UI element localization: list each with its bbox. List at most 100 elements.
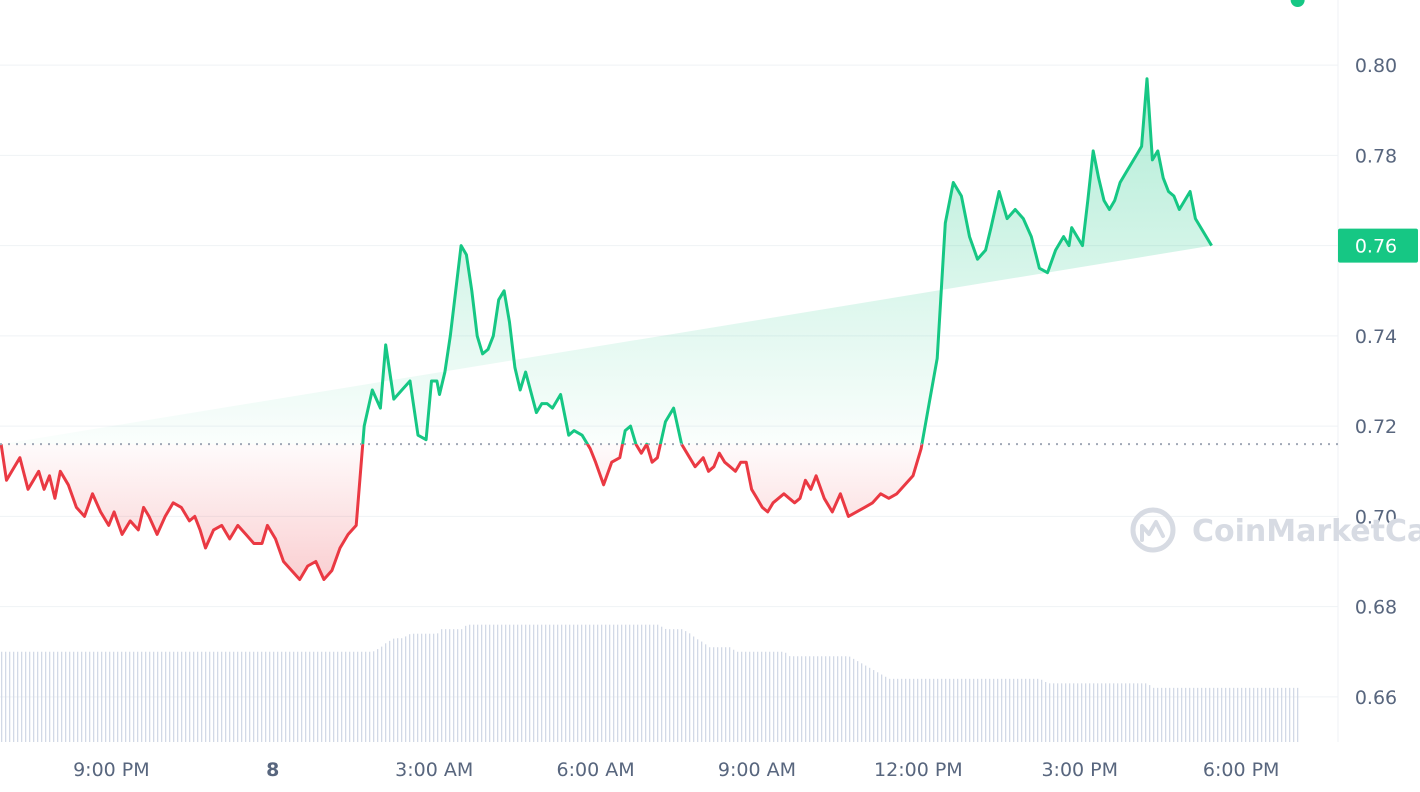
volume-bar (629, 624, 631, 742)
volume-bar (1013, 678, 1015, 742)
volume-bar (1137, 683, 1139, 742)
volume-bar (337, 651, 339, 742)
volume-bar (581, 624, 583, 742)
volume-bar (973, 678, 975, 742)
volume-bar (1021, 678, 1023, 742)
volume-bar (689, 633, 691, 742)
volume-bar (1097, 683, 1099, 742)
volume-bar (33, 651, 35, 742)
volume-bar (1073, 683, 1075, 742)
volume-bar (961, 678, 963, 742)
volume-bar (1185, 687, 1187, 742)
volume-bar (853, 658, 855, 742)
volume-bar (185, 651, 187, 742)
volume-bar (49, 651, 51, 742)
volume-bar (1165, 687, 1167, 742)
volume-bar (281, 651, 283, 742)
volume-bar (589, 624, 591, 742)
volume-bar (1241, 687, 1243, 742)
volume-bar (1133, 683, 1135, 742)
volume-bar (657, 624, 659, 742)
volume-bar (941, 678, 943, 742)
volume-bar (817, 656, 819, 742)
volume-bar (1269, 687, 1271, 742)
volume-bar (1129, 683, 1131, 742)
volume-bar (1081, 683, 1083, 742)
x-tick-label: 8 (266, 759, 279, 781)
volume-bar (953, 678, 955, 742)
volume-bar (101, 651, 103, 742)
volume-bar (665, 628, 667, 742)
volume-bar (177, 651, 179, 742)
volume-bar (1273, 687, 1275, 742)
volume-bar (805, 656, 807, 742)
volume-bar (89, 651, 91, 742)
volume-bar (317, 651, 319, 742)
volume-bar (729, 647, 731, 742)
volume-bar (893, 678, 895, 742)
volume-bar (725, 647, 727, 742)
volume-bar (597, 624, 599, 742)
volume-bar (745, 651, 747, 742)
volume-bar (429, 633, 431, 742)
volume-bar (1173, 687, 1175, 742)
volume-bar (929, 678, 931, 742)
watermark-text: CoinMarketCap (1192, 514, 1420, 549)
volume-bar (965, 678, 967, 742)
volume-bar (749, 651, 751, 742)
y-tick-label: 0.78 (1355, 145, 1397, 167)
volume-bar (333, 651, 335, 742)
volume-bar (405, 636, 407, 742)
volume-bar (997, 678, 999, 742)
volume-bar (881, 674, 883, 742)
volume-bar (937, 678, 939, 742)
volume-bar (285, 651, 287, 742)
volume-bar (677, 629, 679, 742)
volume-bar (661, 626, 663, 742)
volume-bar (1181, 687, 1183, 742)
volume-bar (257, 651, 259, 742)
volume-bar (289, 651, 291, 742)
volume-bar (1057, 683, 1059, 742)
volume-bar (65, 651, 67, 742)
volume-bar (269, 651, 271, 742)
volume-bar (189, 651, 191, 742)
volume-bars (1, 624, 1299, 742)
volume-bar (633, 624, 635, 742)
y-tick-label: 0.70 (1355, 506, 1397, 528)
volume-bar (41, 651, 43, 742)
volume-bar (477, 624, 479, 742)
volume-bar (573, 624, 575, 742)
x-tick-label: 6:00 PM (1203, 759, 1280, 781)
volume-bar (345, 651, 347, 742)
volume-bar (73, 651, 75, 742)
volume-bar (901, 678, 903, 742)
volume-bar (809, 656, 811, 742)
volume-bar (989, 678, 991, 742)
volume-bar (105, 651, 107, 742)
volume-bar (205, 651, 207, 742)
volume-bar (1117, 683, 1119, 742)
volume-bar (845, 656, 847, 742)
volume-bar (1105, 683, 1107, 742)
volume-bar (261, 651, 263, 742)
volume-bar (829, 656, 831, 742)
volume-bar (37, 651, 39, 742)
x-tick-label: 12:00 PM (874, 759, 963, 781)
volume-bar (1209, 687, 1211, 742)
volume-bar (981, 678, 983, 742)
volume-bar (1157, 687, 1159, 742)
volume-bar (1265, 687, 1267, 742)
volume-bar (437, 633, 439, 742)
volume-bar (1077, 683, 1079, 742)
volume-bar (1197, 687, 1199, 742)
volume-bar (1053, 683, 1055, 742)
volume-bar (861, 663, 863, 742)
volume-bar (789, 656, 791, 742)
volume-bar (1213, 687, 1215, 742)
volume-bar (537, 624, 539, 742)
volume-bar (85, 651, 87, 742)
volume-bar (813, 656, 815, 742)
